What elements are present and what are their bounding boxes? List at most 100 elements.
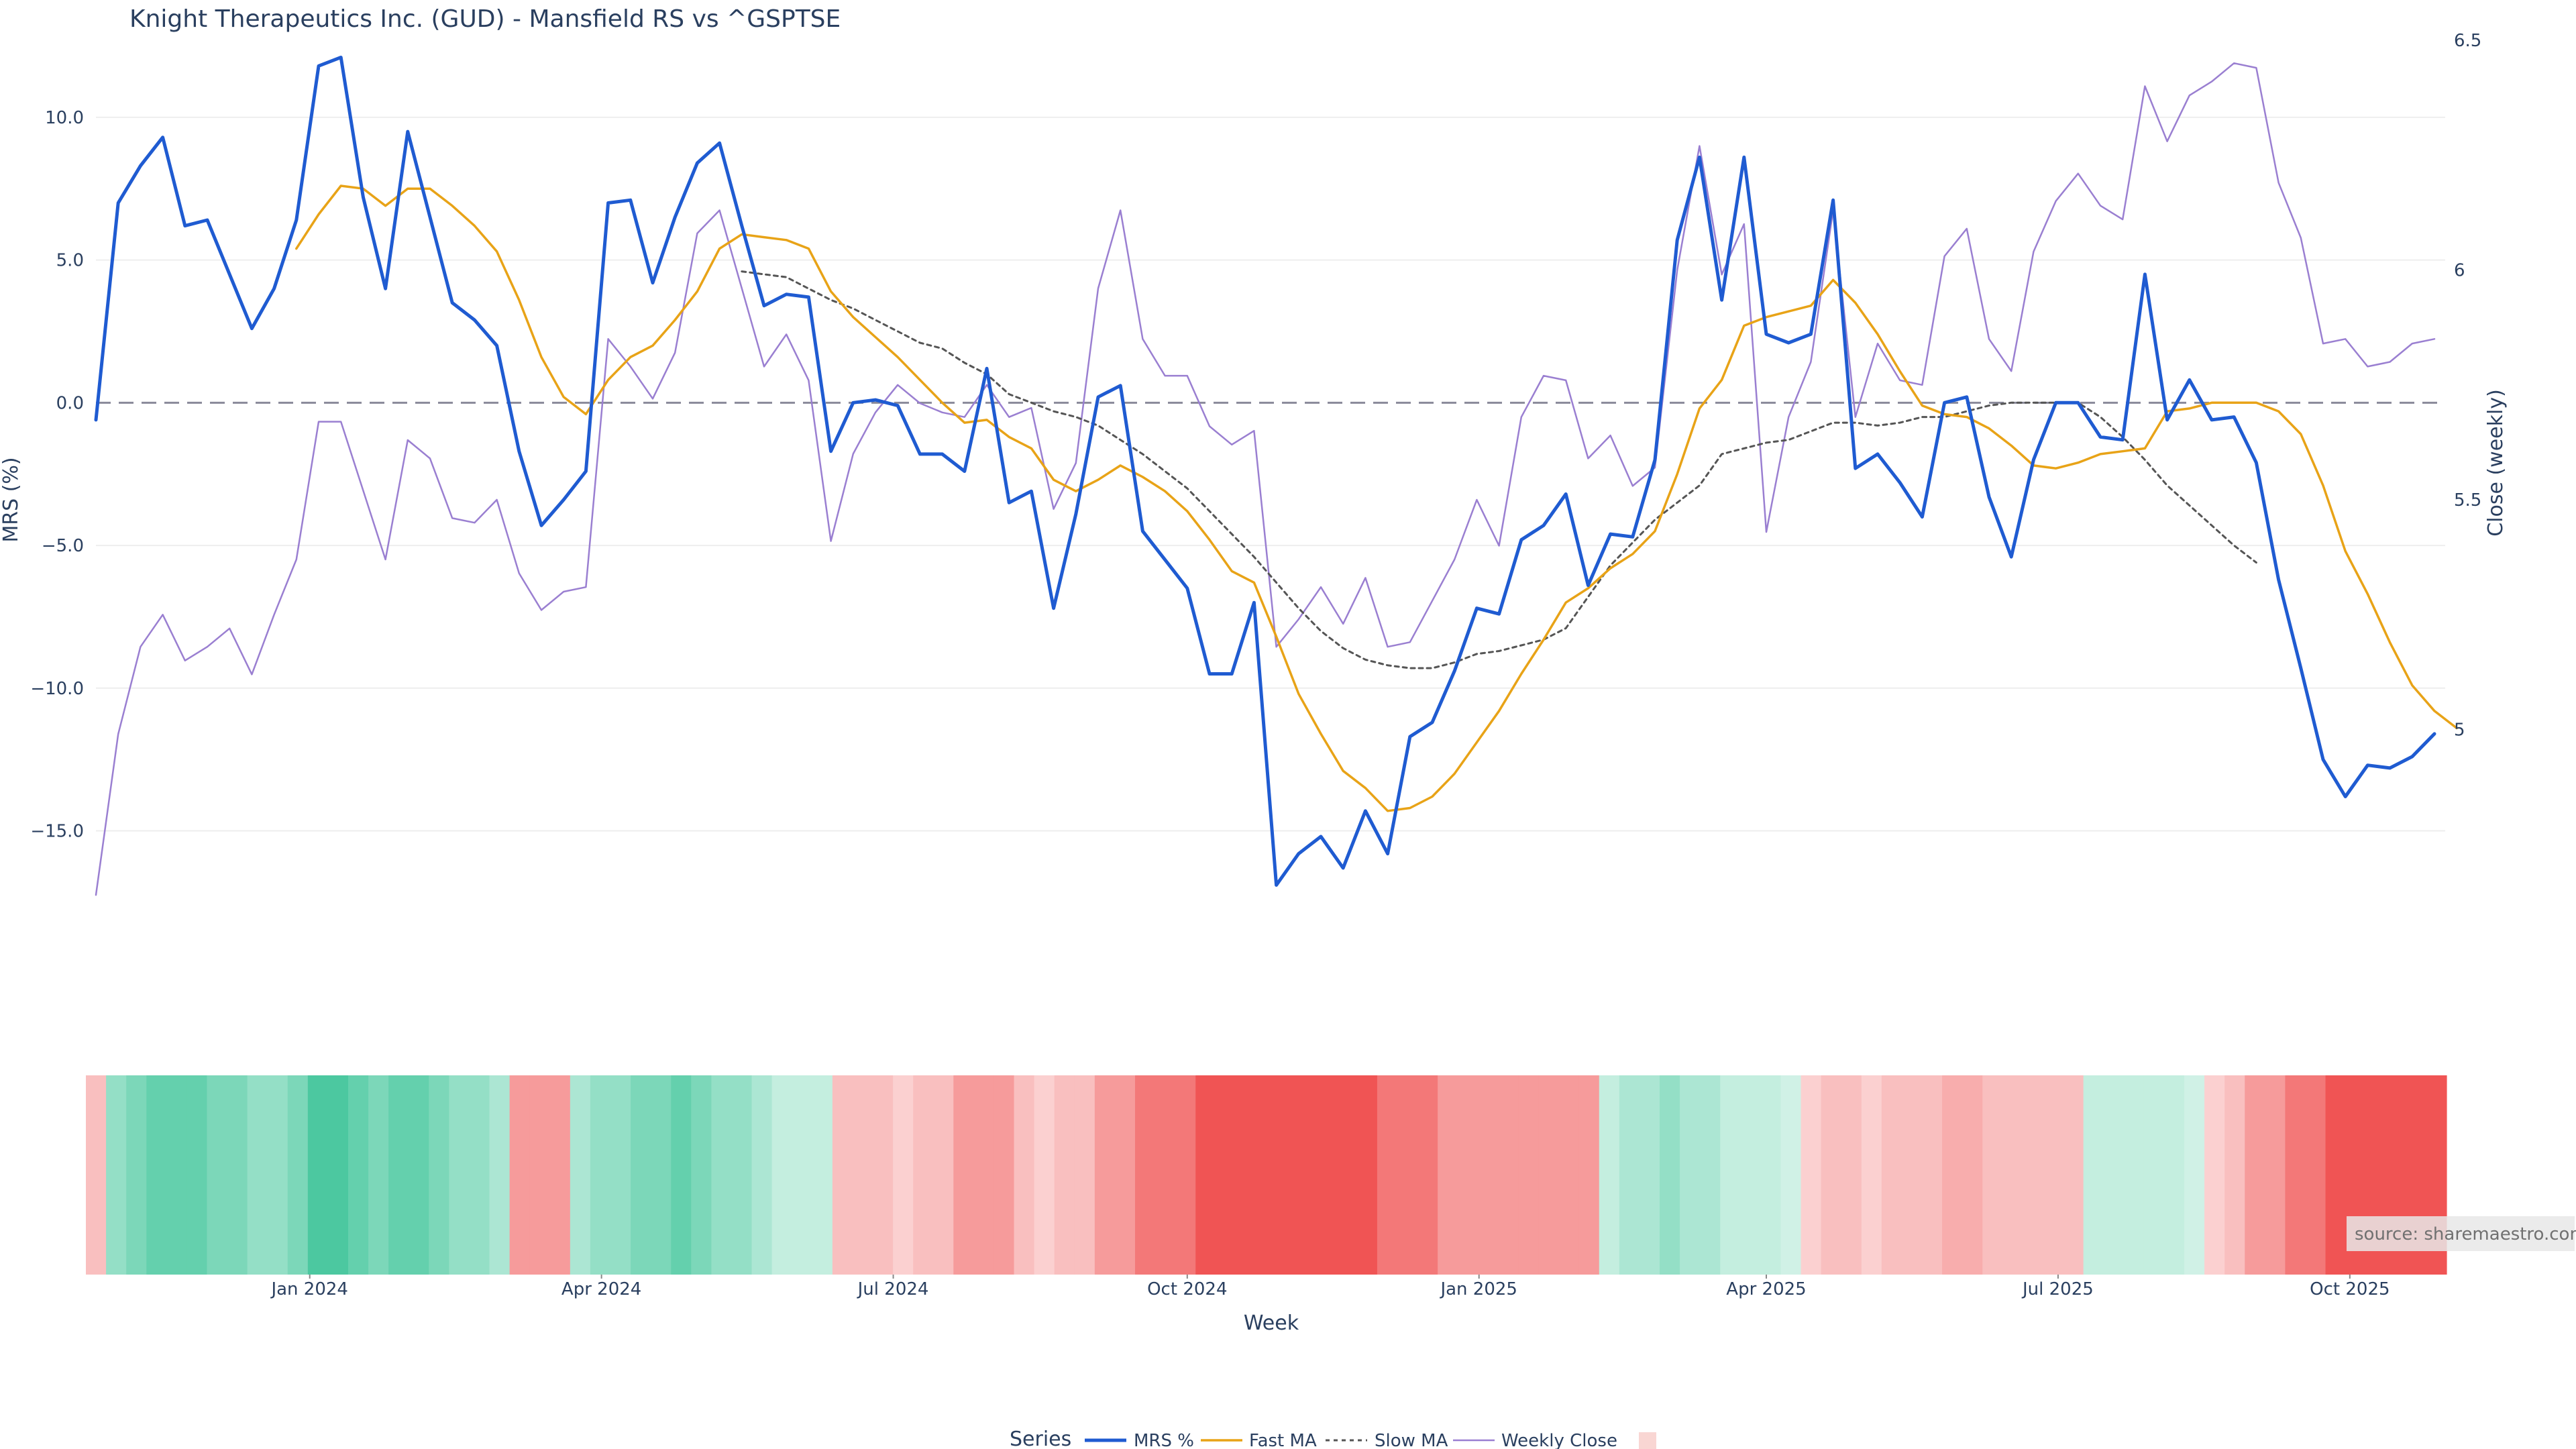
heatmap-cell bbox=[2204, 1075, 2225, 1275]
x-tick-label: Apr 2025 bbox=[1726, 1279, 1806, 1299]
heatmap-cell bbox=[2002, 1075, 2023, 1275]
heatmap-cell bbox=[2043, 1075, 2064, 1275]
heatmap-cell bbox=[1942, 1075, 1963, 1275]
heatmap-cell bbox=[1296, 1075, 1318, 1275]
series-line-fast-ma bbox=[295, 184, 2458, 812]
y-tick-label: 0.0 bbox=[56, 393, 84, 413]
heatmap-cell bbox=[1700, 1075, 1721, 1275]
x-tick-label: Oct 2025 bbox=[2310, 1279, 2390, 1299]
heatmap-cell bbox=[651, 1075, 672, 1275]
source-text: source: sharemaestro.com bbox=[2355, 1224, 2576, 1244]
heatmap-cell bbox=[631, 1075, 651, 1275]
x-tick-label: Jan 2024 bbox=[270, 1279, 348, 1299]
heatmap-cell bbox=[2265, 1075, 2286, 1275]
heatmap-cell bbox=[1639, 1075, 1660, 1275]
heatmap-cell bbox=[852, 1075, 873, 1275]
heatmap-cell bbox=[1377, 1075, 1398, 1275]
heatmap-cell bbox=[388, 1075, 409, 1275]
y-tick-label: −10.0 bbox=[30, 679, 84, 699]
heatmap-cell bbox=[307, 1075, 329, 1275]
heatmap-cell bbox=[509, 1075, 531, 1275]
y2-tick-label: 5 bbox=[2454, 720, 2465, 741]
legend-swatch-heatmap bbox=[1639, 1432, 1656, 1449]
y2-tick-label: 5.5 bbox=[2454, 490, 2481, 511]
y-tick-label: −15.0 bbox=[30, 822, 84, 842]
heatmap-cell bbox=[1599, 1075, 1620, 1275]
x-tick-label: Oct 2024 bbox=[1147, 1279, 1227, 1299]
heatmap-cell bbox=[1216, 1075, 1236, 1275]
heatmap-cell bbox=[2103, 1075, 2125, 1275]
heatmap-cell bbox=[1175, 1075, 1196, 1275]
heatmap-cell bbox=[893, 1075, 914, 1275]
heatmap-cell bbox=[1498, 1075, 1519, 1275]
y-tick-label: 5.0 bbox=[56, 251, 84, 271]
source-annotation: source: sharemaestro.com bbox=[2347, 1216, 2576, 1251]
heatmap-cell bbox=[1740, 1075, 1761, 1275]
heatmap-cell bbox=[1861, 1075, 1882, 1275]
heatmap-cell bbox=[1114, 1075, 1136, 1275]
heatmap-cell bbox=[1518, 1075, 1540, 1275]
heatmap-cell bbox=[2224, 1075, 2245, 1275]
legend-title: Series bbox=[1010, 1428, 1071, 1449]
heatmap-cell bbox=[731, 1075, 753, 1275]
heatmap-cell bbox=[751, 1075, 773, 1275]
heatmap-cell bbox=[2063, 1075, 2084, 1275]
heatmap-cell bbox=[1014, 1075, 1035, 1275]
heatmap-cell bbox=[2023, 1075, 2044, 1275]
series-layer bbox=[94, 56, 2458, 896]
heatmap-cell bbox=[549, 1075, 571, 1275]
heatmap-cell bbox=[2305, 1075, 2326, 1275]
heatmap-cell bbox=[2184, 1075, 2205, 1275]
heatmap-cell bbox=[913, 1075, 934, 1275]
legend: Series MRS % Fast MA Slow MA Weekly Close bbox=[1010, 1428, 1656, 1449]
heatmap-cell bbox=[1155, 1075, 1176, 1275]
heatmap-cell bbox=[1356, 1075, 1378, 1275]
legend-label: MRS % bbox=[1134, 1431, 1194, 1449]
heatmap-cell bbox=[2123, 1075, 2145, 1275]
heatmap-cell bbox=[207, 1075, 228, 1275]
heatmap-cell bbox=[590, 1075, 611, 1275]
gridlines bbox=[96, 116, 2445, 832]
heatmap-cell bbox=[126, 1075, 147, 1275]
heatmap-cell bbox=[1336, 1075, 1358, 1275]
heatmap-cell bbox=[348, 1075, 369, 1275]
heatmap-cell bbox=[832, 1075, 853, 1275]
heatmap-cell bbox=[1660, 1075, 1680, 1275]
heatmap-cell bbox=[1256, 1075, 1277, 1275]
heatmap-cell bbox=[1901, 1075, 1923, 1275]
heatmap-cell bbox=[1417, 1075, 1438, 1275]
heatmap-cell bbox=[1236, 1075, 1257, 1275]
heatmap-strip bbox=[86, 1075, 2447, 1275]
heatmap-cell bbox=[2163, 1075, 2185, 1275]
heatmap-cell bbox=[671, 1075, 692, 1275]
x-axis-title: Week bbox=[1244, 1311, 1299, 1335]
heatmap-cell bbox=[327, 1075, 349, 1275]
x-tick-label: Jan 2025 bbox=[1439, 1279, 1517, 1299]
heatmap-cell bbox=[812, 1075, 833, 1275]
heatmap-cell bbox=[691, 1075, 712, 1275]
heatmap-cell bbox=[1538, 1075, 1560, 1275]
heatmap-cell bbox=[1578, 1075, 1600, 1275]
heatmap-cell bbox=[1054, 1075, 1075, 1275]
heatmap-cell bbox=[1397, 1075, 1418, 1275]
heatmap-cell bbox=[227, 1075, 248, 1275]
y2-axis-title: Close (weekly) bbox=[2484, 389, 2508, 537]
heatmap-cell bbox=[973, 1075, 995, 1275]
heatmap-cell bbox=[953, 1075, 974, 1275]
heatmap-cell bbox=[711, 1075, 733, 1275]
heatmap-cell bbox=[1922, 1075, 1943, 1275]
y2-axis-ticks: 6.5 6 5.5 5 bbox=[2454, 31, 2481, 741]
legend-label: Weekly Close bbox=[1501, 1431, 1617, 1449]
heatmap-cell bbox=[1478, 1075, 1499, 1275]
heatmap-cell bbox=[1619, 1075, 1640, 1275]
heatmap-cell bbox=[368, 1075, 389, 1275]
heatmap-cell bbox=[146, 1075, 167, 1275]
heatmap-cell bbox=[2083, 1075, 2104, 1275]
heatmap-cell bbox=[1982, 1075, 2003, 1275]
y-axis-ticks: 10.0 5.0 0.0 −5.0 −10.0 −15.0 bbox=[30, 108, 84, 842]
heatmap-cell bbox=[106, 1075, 127, 1275]
heatmap-cell bbox=[429, 1075, 449, 1275]
x-tick-label: Apr 2024 bbox=[561, 1279, 641, 1299]
heatmap-cell bbox=[1821, 1075, 1842, 1275]
heatmap-cell bbox=[1760, 1075, 1782, 1275]
